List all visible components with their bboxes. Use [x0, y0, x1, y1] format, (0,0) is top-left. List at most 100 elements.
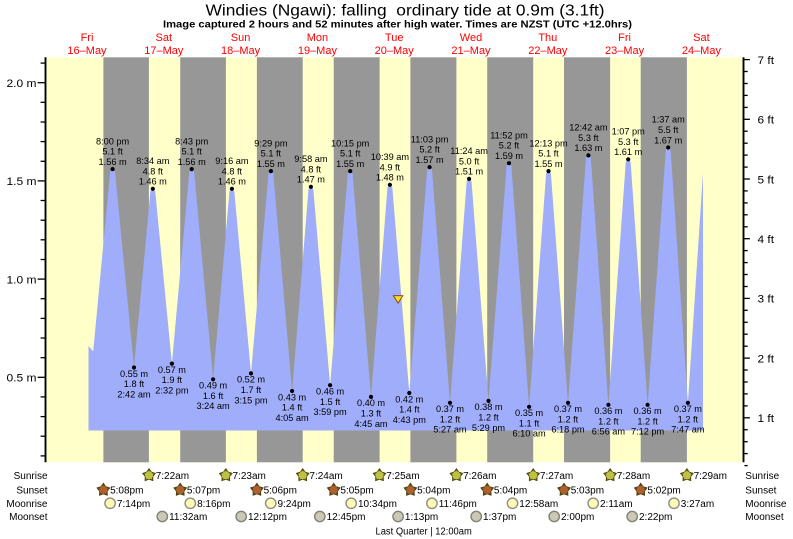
svg-text:4.9 ft: 4.9 ft	[380, 162, 401, 172]
svg-text:1.61 m: 1.61 m	[614, 147, 642, 157]
svg-text:0.36 m: 0.36 m	[594, 406, 622, 416]
svg-text:5:03pm: 5:03pm	[571, 486, 604, 497]
svg-text:9:16 am: 9:16 am	[215, 156, 249, 166]
svg-text:10:39 am: 10:39 am	[371, 152, 410, 162]
svg-text:4:45 am: 4:45 am	[354, 419, 388, 429]
svg-text:Wed: Wed	[460, 32, 482, 44]
svg-text:1.47 m: 1.47 m	[297, 175, 325, 185]
svg-text:12:13 pm: 12:13 pm	[529, 138, 568, 148]
svg-text:3:15 pm: 3:15 pm	[234, 395, 268, 405]
svg-text:1.55 m: 1.55 m	[257, 159, 285, 169]
svg-text:Moonset: Moonset	[9, 512, 48, 523]
svg-text:1.46 m: 1.46 m	[218, 177, 246, 187]
svg-text:Moonrise: Moonrise	[6, 499, 48, 510]
svg-text:7 ft: 7 ft	[758, 55, 775, 67]
svg-text:1.2 ft: 1.2 ft	[598, 416, 619, 426]
svg-text:0.43 m: 0.43 m	[278, 392, 306, 402]
svg-text:11:03 pm: 11:03 pm	[411, 134, 449, 144]
svg-text:1.4 ft: 1.4 ft	[282, 403, 303, 413]
svg-text:5.1 ft: 5.1 ft	[340, 149, 361, 159]
svg-text:7:23am: 7:23am	[233, 471, 266, 482]
svg-text:5.0 ft: 5.0 ft	[459, 156, 480, 166]
svg-text:1.6 ft: 1.6 ft	[203, 391, 224, 401]
svg-text:0.42 m: 0.42 m	[395, 394, 423, 404]
svg-text:Moonrise: Moonrise	[745, 499, 787, 510]
svg-text:Last Quarter | 12:00am: Last Quarter | 12:00am	[376, 527, 472, 538]
svg-text:21–May: 21–May	[451, 45, 491, 57]
svg-text:2:22pm: 2:22pm	[639, 512, 672, 523]
svg-text:Sunrise: Sunrise	[14, 471, 48, 482]
svg-text:7:47 am: 7:47 am	[671, 425, 705, 435]
svg-text:1.9 ft: 1.9 ft	[162, 375, 183, 385]
svg-text:1.5 m: 1.5 m	[7, 176, 37, 188]
svg-text:5:04pm: 5:04pm	[494, 486, 527, 497]
svg-text:6:18 pm: 6:18 pm	[551, 425, 585, 435]
svg-text:0.37 m: 0.37 m	[436, 404, 464, 414]
svg-text:17–May: 17–May	[144, 45, 184, 57]
svg-text:Mon: Mon	[307, 32, 328, 44]
svg-text:5.2 ft: 5.2 ft	[419, 145, 440, 155]
svg-text:12:42 am: 12:42 am	[569, 123, 608, 133]
svg-text:1.0 m: 1.0 m	[7, 274, 37, 286]
svg-text:6:10 am: 6:10 am	[512, 429, 546, 439]
svg-text:1.59 m: 1.59 m	[495, 151, 523, 161]
svg-text:4.8 ft: 4.8 ft	[222, 166, 243, 176]
svg-text:5.5 ft: 5.5 ft	[658, 125, 679, 135]
svg-text:18–May: 18–May	[221, 45, 261, 57]
svg-text:1.8 ft: 1.8 ft	[124, 379, 145, 389]
svg-text:Thu: Thu	[538, 32, 557, 44]
svg-text:5:07pm: 5:07pm	[187, 486, 220, 497]
svg-text:1.1 ft: 1.1 ft	[519, 418, 540, 428]
svg-text:1.67 m: 1.67 m	[654, 135, 682, 145]
svg-text:9:24pm: 9:24pm	[278, 499, 311, 510]
svg-text:0.37 m: 0.37 m	[554, 404, 582, 414]
svg-text:2:42 am: 2:42 am	[117, 389, 151, 399]
svg-text:4:05 am: 4:05 am	[275, 413, 309, 423]
svg-text:0.36 m: 0.36 m	[634, 406, 662, 416]
svg-text:5:08pm: 5:08pm	[110, 486, 143, 497]
svg-text:Tue: Tue	[385, 32, 404, 44]
svg-text:0.46 m: 0.46 m	[316, 387, 344, 397]
svg-text:4.8 ft: 4.8 ft	[301, 164, 322, 174]
svg-text:7:25am: 7:25am	[386, 471, 419, 482]
svg-text:6 ft: 6 ft	[758, 115, 775, 127]
svg-text:Fri: Fri	[618, 32, 631, 44]
svg-text:1.51 m: 1.51 m	[455, 167, 483, 177]
svg-text:Sunset: Sunset	[16, 486, 47, 497]
svg-text:2:11am: 2:11am	[600, 499, 633, 510]
svg-text:7:27am: 7:27am	[540, 471, 573, 482]
svg-text:8:43 pm: 8:43 pm	[175, 136, 209, 146]
svg-text:1.3 ft: 1.3 ft	[361, 409, 382, 419]
svg-text:1 ft: 1 ft	[758, 413, 775, 425]
svg-text:2.0 m: 2.0 m	[7, 78, 37, 90]
svg-text:Fri: Fri	[81, 32, 94, 44]
svg-text:10:15 pm: 10:15 pm	[331, 138, 370, 148]
svg-text:5.3 ft: 5.3 ft	[618, 137, 639, 147]
svg-text:1:07 pm: 1:07 pm	[612, 127, 646, 137]
svg-text:7:14pm: 7:14pm	[117, 499, 150, 510]
svg-text:24–May: 24–May	[682, 45, 722, 57]
svg-text:1.56 m: 1.56 m	[178, 157, 206, 167]
svg-text:5:04pm: 5:04pm	[417, 486, 450, 497]
svg-text:11:46pm: 11:46pm	[439, 499, 477, 510]
svg-text:9:29 pm: 9:29 pm	[254, 138, 288, 148]
svg-text:1.63 m: 1.63 m	[574, 143, 602, 153]
svg-text:1.48 m: 1.48 m	[376, 173, 404, 183]
svg-text:1.55 m: 1.55 m	[534, 159, 562, 169]
svg-text:2:00pm: 2:00pm	[561, 512, 594, 523]
svg-text:4.8 ft: 4.8 ft	[143, 166, 164, 176]
svg-text:Sunset: Sunset	[745, 486, 776, 497]
svg-text:4:43 pm: 4:43 pm	[393, 415, 427, 425]
svg-text:7:28am: 7:28am	[617, 471, 650, 482]
svg-text:7:22am: 7:22am	[156, 471, 189, 482]
svg-text:Sat: Sat	[693, 32, 710, 44]
svg-text:0.35 m: 0.35 m	[515, 408, 543, 418]
svg-text:0.5 m: 0.5 m	[7, 373, 37, 385]
svg-text:Image captured 2 hours and 52: Image captured 2 hours and 52 minutes af…	[163, 19, 632, 31]
svg-text:1.2 ft: 1.2 ft	[478, 413, 499, 423]
svg-text:6:56 am: 6:56 am	[592, 427, 626, 437]
svg-text:1.5 ft: 1.5 ft	[320, 397, 341, 407]
svg-text:12:58am: 12:58am	[519, 499, 558, 510]
svg-text:0.49 m: 0.49 m	[199, 381, 227, 391]
svg-text:2 ft: 2 ft	[758, 353, 775, 365]
